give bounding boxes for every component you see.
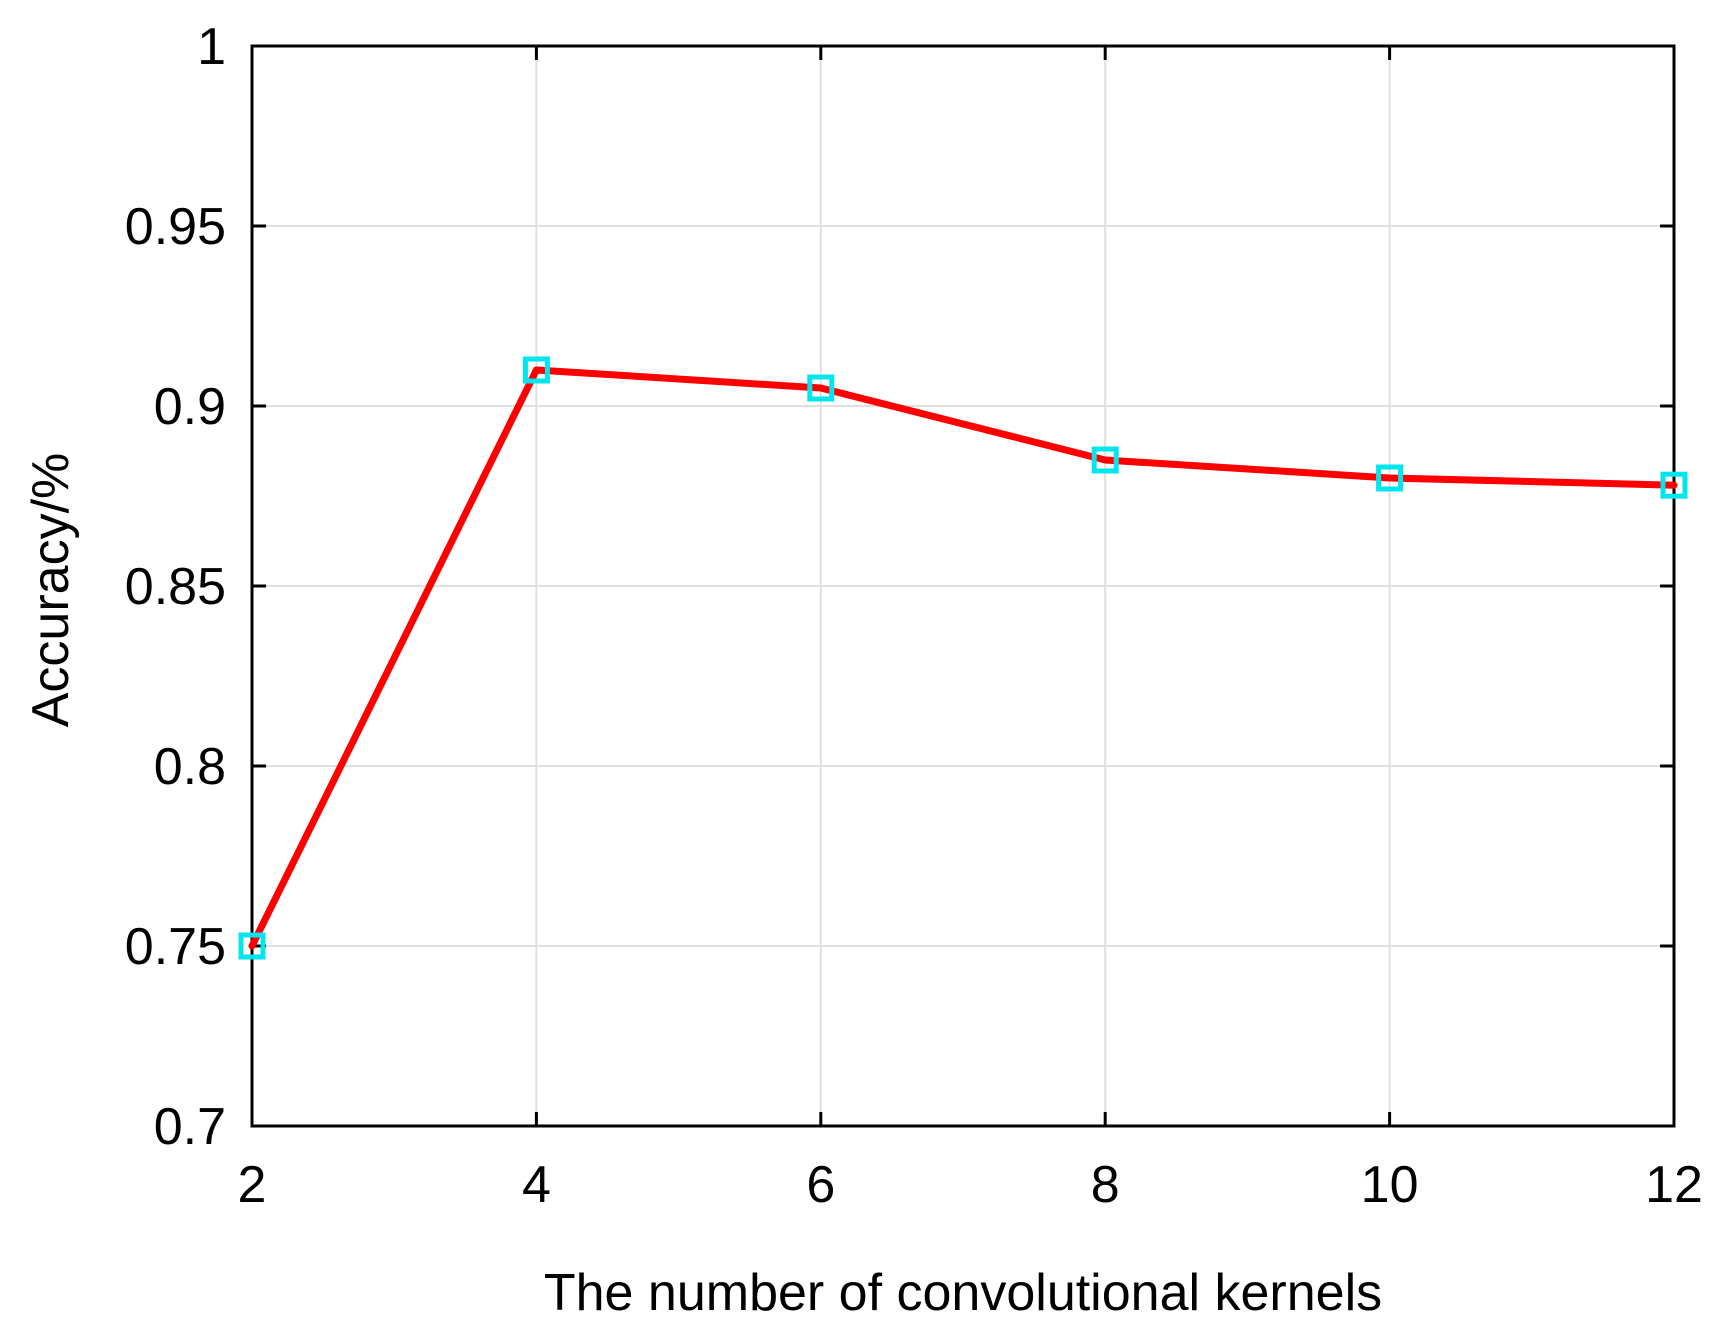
data-point-marker: [522, 356, 550, 384]
x-tick-label: 2: [238, 1156, 267, 1214]
x-tick-label: 8: [1091, 1156, 1120, 1214]
data-point-marker: [807, 374, 835, 402]
y-tick-label: 1: [197, 18, 226, 76]
data-point-marker: [238, 932, 266, 960]
data-point-marker: [1376, 464, 1404, 492]
x-tick-label: 10: [1361, 1156, 1419, 1214]
x-tick-label: 4: [522, 1156, 551, 1214]
y-tick-label: 0.9: [154, 378, 226, 436]
x-tick-labels: 2 4 6 8 10 12: [238, 1156, 1703, 1214]
data-series: [238, 356, 1688, 960]
y-tick-labels: 0.7 0.75 0.8 0.85 0.9 0.95 1: [125, 18, 226, 1156]
series-line: [248, 366, 1678, 950]
x-tick-label: 6: [806, 1156, 835, 1214]
y-tick-label: 0.85: [125, 558, 226, 616]
y-tick-label: 0.7: [154, 1098, 226, 1156]
data-point-marker: [1091, 446, 1119, 474]
axis-ticks: [250, 44, 1676, 1128]
y-tick-label: 0.95: [125, 198, 226, 256]
y-tick-label: 0.75: [125, 918, 226, 976]
x-axis-title: The number of convolutional kernels: [544, 1264, 1382, 1322]
x-tick-label: 12: [1645, 1156, 1703, 1214]
y-tick-label: 0.8: [154, 738, 226, 796]
data-point-marker: [1660, 471, 1688, 499]
y-axis-title: Accuracy/%: [22, 453, 80, 728]
